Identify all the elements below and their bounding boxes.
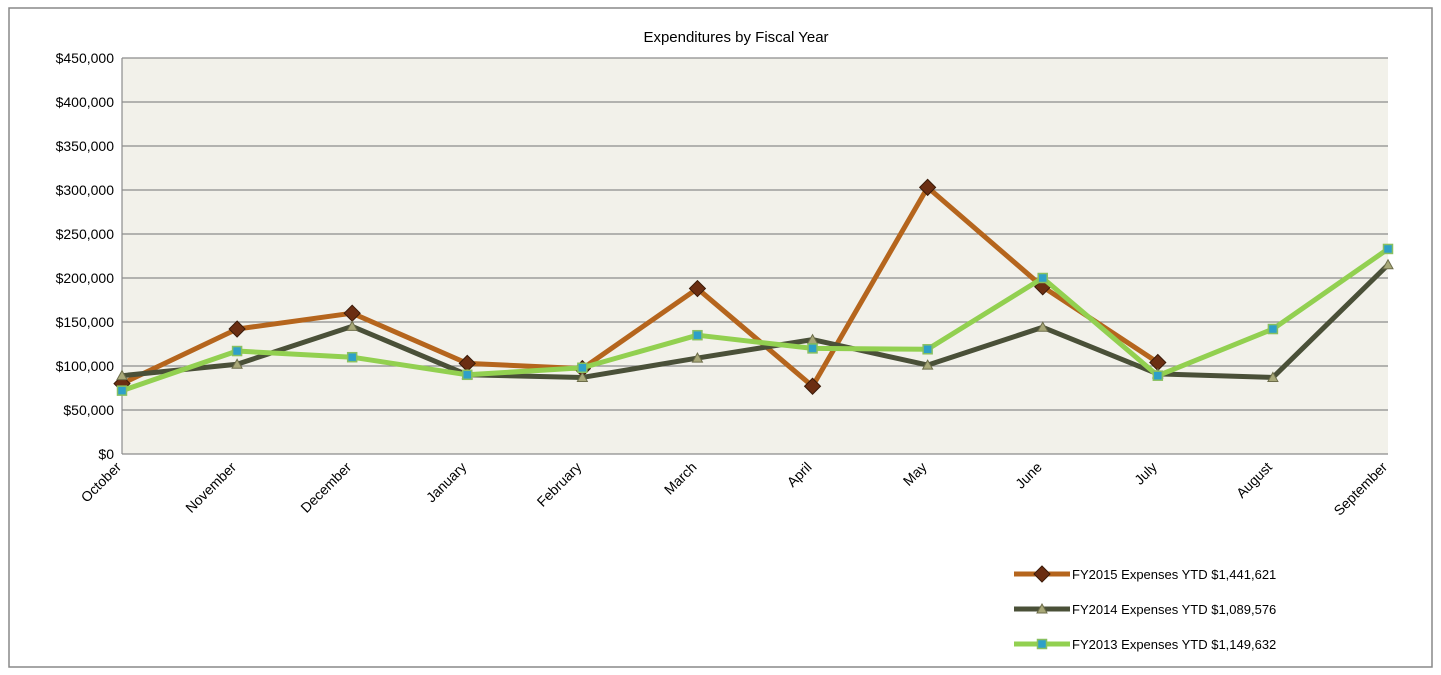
legend-label: FY2015 Expenses YTD $1,441,621 [1072, 567, 1276, 582]
data-point [691, 352, 704, 363]
gridlines [122, 57, 1388, 455]
data-point [231, 358, 243, 369]
data-point [346, 351, 358, 363]
plot-area [122, 58, 1388, 454]
data-point [1152, 370, 1164, 381]
y-tick-label: $150,000 [56, 314, 115, 330]
data-point [576, 371, 589, 382]
data-point [346, 320, 359, 331]
series-3 [116, 243, 1394, 396]
legend-entry: FY2013 Expenses YTD $1,149,632 [1014, 637, 1276, 652]
y-tick-label: $300,000 [56, 182, 115, 198]
series-line [119, 184, 1161, 389]
y-tick-label: $450,000 [56, 50, 115, 66]
legend-marker [1036, 638, 1048, 650]
series-layer [113, 178, 1394, 396]
y-tick-label: $350,000 [56, 138, 115, 154]
series-line [119, 246, 1391, 394]
legend: FY2015 Expenses YTD $1,441,621 FY2014 Exp… [1014, 565, 1276, 652]
legend-marker [1033, 565, 1051, 583]
data-point [231, 345, 243, 357]
data-point [1037, 272, 1048, 284]
data-point [462, 369, 473, 381]
data-point [918, 178, 937, 197]
series-line [119, 262, 1391, 380]
data-point [116, 385, 128, 396]
legend-label: FY2013 Expenses YTD $1,149,632 [1072, 637, 1276, 652]
y-tick-label: $100,000 [56, 358, 115, 374]
y-tick-label: $50,000 [63, 402, 114, 418]
data-point [1382, 243, 1394, 255]
legend-entry: FY2014 Expenses YTD $1,089,576 [1014, 602, 1276, 617]
data-point [577, 362, 588, 374]
data-point [922, 344, 933, 355]
y-tick-label: $0 [98, 446, 114, 462]
y-tick-label: $200,000 [56, 270, 115, 286]
data-point [116, 369, 128, 381]
data-point [1036, 321, 1049, 332]
data-point [803, 377, 822, 395]
data-point [807, 343, 818, 354]
data-point [228, 320, 246, 338]
y-tick-label: $400,000 [56, 94, 115, 110]
chart-title: Expenditures by Fiscal Year [643, 29, 828, 46]
data-point [1267, 323, 1279, 335]
data-point [1382, 258, 1394, 270]
data-point [688, 279, 707, 298]
legend-entry: FY2015 Expenses YTD $1,441,621 [1014, 565, 1276, 583]
y-tick-label: $250,000 [56, 226, 115, 242]
legend-label: FY2014 Expenses YTD $1,089,576 [1072, 602, 1276, 617]
legend-marker [1036, 602, 1048, 614]
data-point [692, 329, 703, 341]
data-point [1267, 371, 1279, 382]
data-point [921, 359, 934, 370]
